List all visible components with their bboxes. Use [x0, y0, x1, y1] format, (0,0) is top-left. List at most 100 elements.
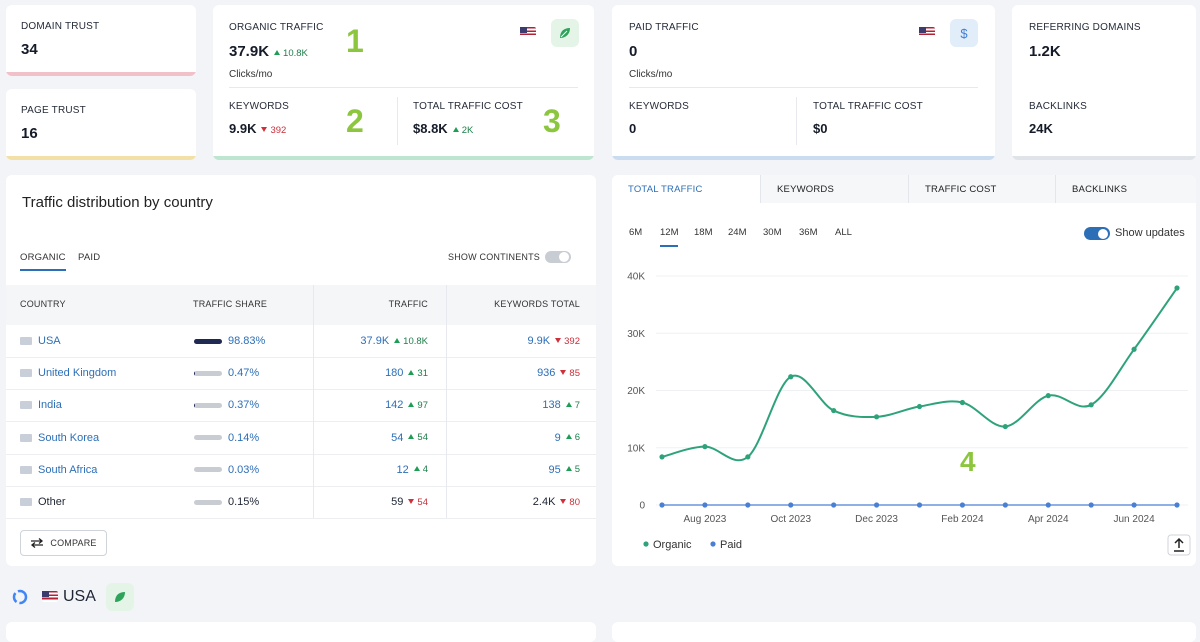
unit: Clicks/mo [629, 69, 672, 80]
point [745, 454, 750, 459]
panel-title: Traffic distribution by country [22, 194, 213, 211]
keywords: 138 [542, 399, 560, 411]
country-cell: South Korea [20, 422, 99, 454]
country-cell: Other [20, 486, 66, 518]
point [788, 374, 793, 379]
share-cell: 0.37% [194, 389, 259, 421]
delta: 392 [261, 125, 286, 136]
traffic: 54 [391, 432, 403, 444]
flag [919, 27, 935, 38]
value: 24K [1029, 121, 1053, 136]
compare-button[interactable]: COMPARE [20, 530, 107, 556]
delta: 2K [453, 125, 474, 136]
accent [612, 156, 995, 160]
chart-panel: TOTAL TRAFFIC KEYWORDS TRAFFIC COST BACK… [612, 175, 1196, 566]
country-name: Other [38, 496, 66, 508]
point [788, 502, 793, 507]
value-text: 37.9K [229, 43, 269, 60]
label: DOMAIN TRUST [21, 21, 99, 32]
point [745, 502, 750, 507]
badge: 1 [346, 23, 364, 60]
value-text: 9.9K [229, 121, 256, 136]
country-name: South Africa [38, 464, 97, 476]
domain-trust-card: DOMAIN TRUST 34 [6, 5, 196, 76]
country-name: USA [38, 335, 61, 347]
accent [6, 72, 196, 76]
country: USA [63, 588, 96, 606]
compare-text: COMPARE [50, 538, 96, 548]
traffic: 37.9K [360, 335, 389, 347]
share-fill [194, 339, 222, 344]
traffic: 180 [385, 367, 403, 379]
toggle[interactable] [545, 251, 571, 263]
label: BACKLINKS [1029, 101, 1087, 112]
label: PAID TRAFFIC [629, 22, 699, 33]
tab[interactable]: ORGANIC [20, 252, 66, 271]
keywords-delta: 80 [560, 497, 580, 508]
share: 0.37% [228, 399, 259, 411]
label: TOTAL TRAFFIC COST [813, 101, 923, 112]
label: PAGE TRUST [21, 105, 86, 116]
country-cell: India [20, 389, 62, 421]
traffic: 142 [385, 399, 403, 411]
x-tick-label: Jun 2024 [1114, 514, 1156, 525]
column-divider [446, 285, 447, 518]
point [874, 502, 879, 507]
point [960, 400, 965, 405]
divider [229, 87, 578, 88]
label: KEYWORDS [229, 101, 289, 112]
share: 0.14% [228, 432, 259, 444]
keywords: 95 [548, 464, 560, 476]
point [702, 502, 707, 507]
dollar-icon[interactable]: $ [950, 19, 978, 47]
share: 0.15% [228, 496, 259, 508]
keywords: 2.4K [533, 496, 556, 508]
accent [1012, 156, 1196, 160]
keywords: 936 [537, 367, 555, 379]
keywords-cell: 2.4K 80 [533, 486, 580, 518]
flag [20, 466, 32, 474]
column-divider [313, 285, 314, 518]
column-header: KEYWORDS TOTAL [494, 299, 580, 309]
legend-swatch [710, 541, 715, 546]
point [917, 502, 922, 507]
point [1003, 502, 1008, 507]
divider [796, 97, 797, 145]
point [831, 502, 836, 507]
x-tick-label: Oct 2023 [770, 514, 811, 525]
point [917, 404, 922, 409]
column-header: COUNTRY [20, 299, 66, 309]
share-bar [194, 403, 222, 408]
point [659, 502, 664, 507]
x-tick-label: Dec 2023 [855, 514, 898, 525]
country-name: South Korea [38, 432, 99, 444]
leaf-icon[interactable] [106, 583, 134, 611]
share-cell: 0.14% [194, 422, 259, 454]
tab[interactable]: PAID [78, 252, 100, 263]
country-name: United Kingdom [38, 367, 116, 379]
leaf-icon[interactable] [551, 19, 579, 47]
flag [20, 498, 32, 506]
legend-label: Paid [720, 539, 742, 551]
point [1174, 285, 1179, 290]
divider [397, 97, 398, 145]
delta: 10.8K [274, 48, 308, 59]
x-tick-label: Aug 2023 [684, 514, 727, 525]
column-header: TRAFFIC SHARE [193, 299, 267, 309]
share: 0.03% [228, 464, 259, 476]
export-button[interactable] [1168, 535, 1190, 555]
flag [520, 27, 536, 38]
value: $0 [813, 121, 827, 136]
share-bar [194, 500, 222, 505]
toggle-label: SHOW CONTINENTS [448, 252, 540, 262]
paid-card: PAID TRAFFIC 0 Clicks/mo $ KEYWORDS 0 TO… [612, 5, 995, 160]
share-bar [194, 339, 222, 344]
